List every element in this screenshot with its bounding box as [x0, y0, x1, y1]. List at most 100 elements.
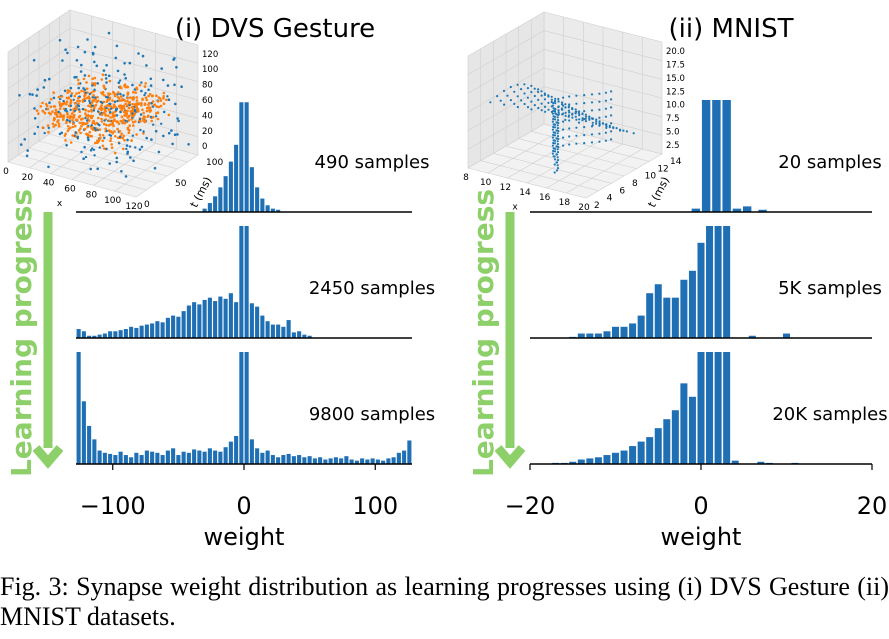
- histogram-bar: [218, 296, 223, 338]
- inset-scatter-point: [109, 102, 112, 106]
- inset-scatter-point: [92, 121, 96, 125]
- inset-scatter-point: [503, 103, 506, 106]
- inset-scatter-point: [171, 142, 174, 146]
- x-axis: −20 0 20 weight: [505, 464, 887, 551]
- inset-scatter-point: [93, 76, 97, 80]
- inset-scatter-point: [601, 122, 605, 125]
- histogram-panel-1: 20 samples: [530, 100, 882, 213]
- inset-scatter-point: [46, 107, 50, 111]
- inset-scatter-point: [115, 156, 119, 160]
- inset-scatter-point: [97, 116, 100, 120]
- inset-scatter-point: [583, 102, 586, 105]
- inset-scatter-point: [547, 94, 550, 97]
- inset-scatter-point: [35, 94, 38, 97]
- inset-scatter-point: [75, 59, 79, 62]
- inset-scatter-point: [555, 137, 558, 140]
- inset-scatter-point: [598, 140, 601, 143]
- inset-scatter-point: [583, 142, 586, 145]
- inset-scatter-point: [126, 152, 129, 155]
- inset-scatter-point: [52, 118, 56, 122]
- inset-scatter-point: [70, 112, 74, 115]
- inset-scatter-point: [567, 115, 570, 118]
- inset-scatter-point: [156, 100, 160, 103]
- inset-scatter-point: [588, 115, 591, 118]
- inset-scatter-point: [113, 104, 116, 107]
- inset-scatter-point: [118, 135, 122, 139]
- inset-scatter-point: [97, 123, 100, 126]
- inset-y-tick-label: 50: [175, 179, 187, 189]
- inset-z-tick-label: 7.5: [666, 114, 680, 124]
- histogram-bar: [197, 450, 202, 464]
- histogram-bar: [249, 439, 254, 464]
- inset-scatter-point: [556, 119, 560, 122]
- inset-scatter-point: [80, 150, 83, 154]
- inset-scatter-point: [578, 114, 581, 117]
- chart-dvs-gesture: 490 samples 2450 samples 9800 samples −100 0…: [76, 102, 435, 551]
- inset-scatter-point: [583, 118, 586, 121]
- inset-scatter-point: [88, 97, 91, 100]
- inset-scatter-point: [160, 122, 163, 126]
- inset-scatter-point: [598, 116, 601, 119]
- histogram-bar: [165, 450, 170, 464]
- inset-scatter-point: [162, 95, 165, 98]
- inset-scatter-point: [126, 99, 129, 103]
- histogram-bar: [97, 334, 102, 338]
- inset-scatter-point: [154, 115, 158, 118]
- inset-scatter-point: [83, 127, 87, 131]
- inset-scatter-point: [87, 74, 91, 78]
- inset-scatter-point: [556, 167, 560, 170]
- inset-scatter-point: [87, 115, 90, 118]
- inset-scatter-point: [77, 96, 80, 100]
- inset-scatter-point: [101, 73, 105, 77]
- histogram-bar: [150, 323, 155, 338]
- inset-scatter-point: [564, 118, 567, 121]
- inset-scatter-point: [113, 100, 117, 104]
- inset-scatter-point: [113, 119, 117, 122]
- inset-scatter-point: [77, 102, 80, 105]
- histogram-bar: [629, 446, 637, 464]
- x-tick-label: 0: [236, 492, 251, 520]
- inset-scatter-point: [132, 90, 135, 94]
- inset-scatter-point: [537, 106, 540, 110]
- inset-scatter-point: [140, 145, 144, 149]
- inset-scatter-point: [107, 124, 111, 127]
- inset-scatter-point: [107, 104, 110, 107]
- inset-scatter-point: [69, 98, 73, 102]
- inset-scatter-point: [48, 101, 51, 104]
- histogram-bar: [171, 448, 176, 464]
- histogram-bar: [228, 293, 233, 338]
- inset-scatter-point: [540, 94, 543, 97]
- inset-scatter-point: [610, 122, 613, 125]
- inset-scatter-point: [604, 123, 608, 126]
- inset-scatter-point: [73, 113, 76, 117]
- inset-scatter-point: [595, 120, 598, 123]
- inset-scatter-point: [562, 136, 565, 139]
- inset-scatter-point: [115, 120, 119, 124]
- histogram-bar: [381, 460, 386, 464]
- inset-scatter-point: [132, 124, 135, 127]
- inset-scatter-point: [98, 133, 102, 137]
- inset-scatter-point: [63, 109, 67, 112]
- inset-y-tick-label: 12: [657, 164, 668, 174]
- inset-scatter-point: [72, 98, 75, 102]
- inset-scatter-point: [555, 113, 558, 116]
- inset-scatter-point: [52, 96, 56, 100]
- inset-scatter-point: [66, 125, 70, 128]
- histogram-bar: [76, 329, 81, 338]
- inset-scatter-point: [73, 124, 77, 128]
- inset-scatter-point: [516, 83, 519, 86]
- inset-scatter-point: [125, 144, 129, 147]
- inset-scatter-point: [116, 99, 119, 103]
- inset-scatter-point: [141, 117, 145, 120]
- inset-scatter-point: [552, 133, 555, 137]
- inset-scatter-point: [79, 127, 82, 130]
- inset-scatter-point: [107, 114, 110, 118]
- histogram-bar: [307, 335, 312, 338]
- inset-scatter-point: [141, 98, 144, 102]
- inset-scatter-point: [177, 119, 180, 123]
- histogram-bar: [234, 144, 239, 212]
- inset-scatter-point: [138, 83, 142, 87]
- inset-scatter-point: [77, 86, 80, 90]
- histogram-bar: [318, 457, 323, 464]
- inset-scatter-point: [73, 109, 77, 113]
